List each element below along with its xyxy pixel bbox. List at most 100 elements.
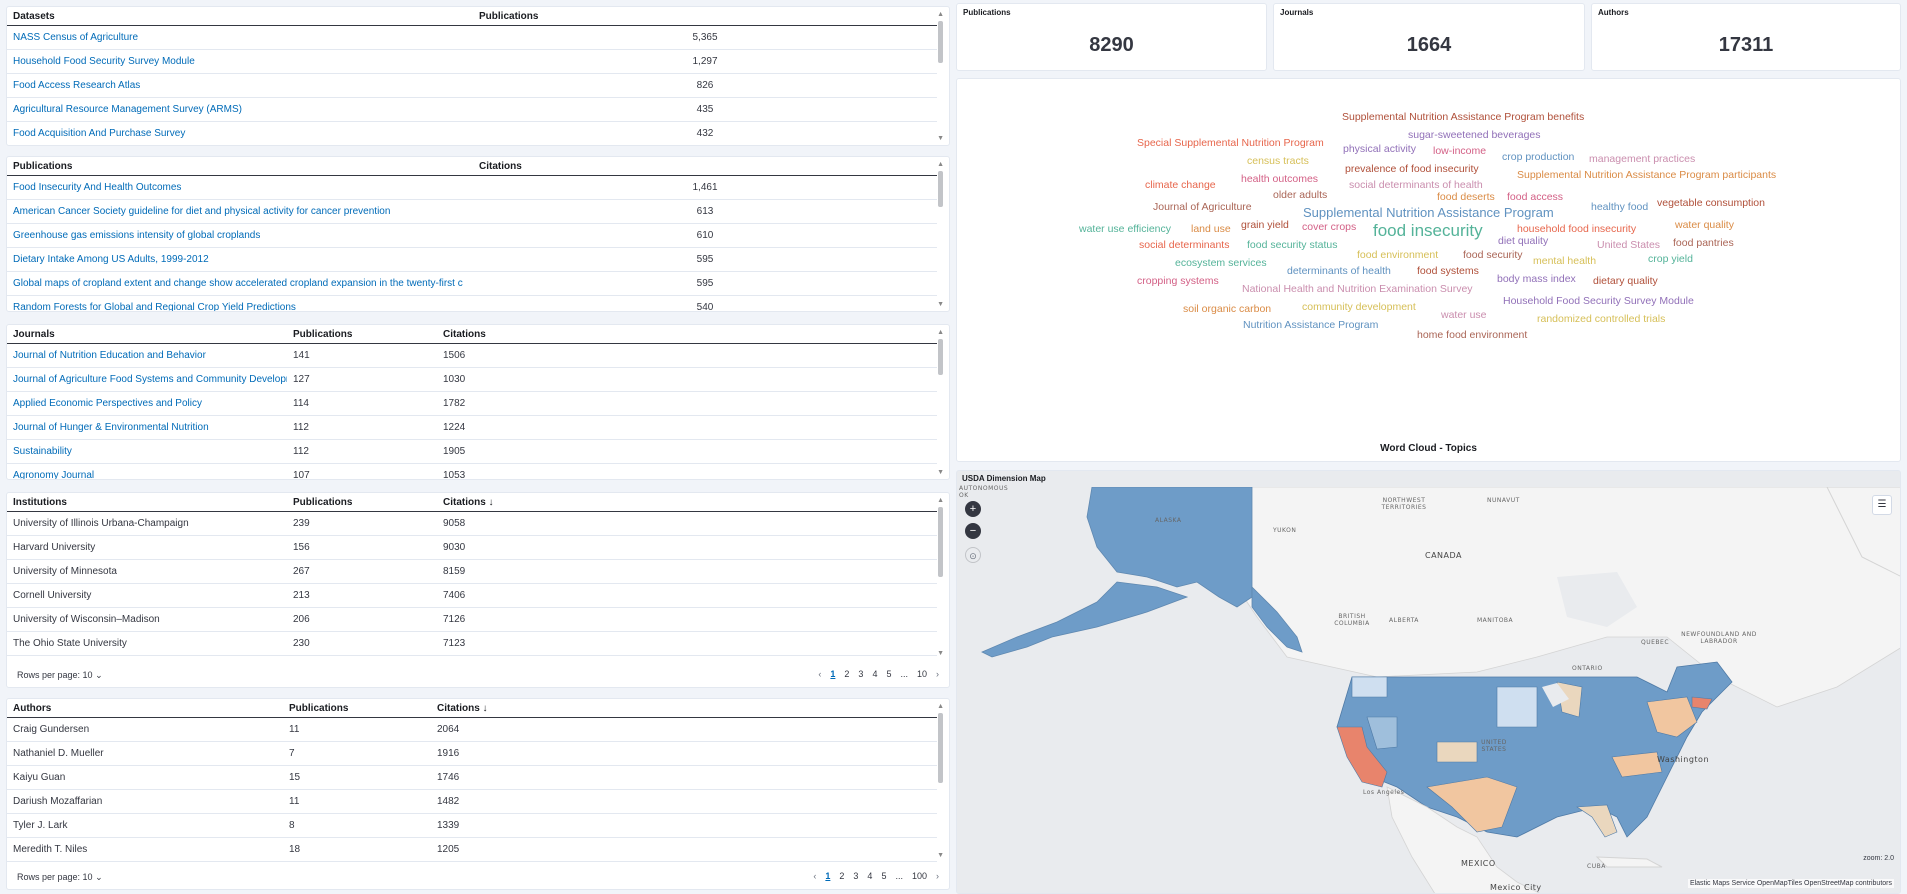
wordcloud-word[interactable]: crop production <box>1502 151 1575 163</box>
wordcloud-word[interactable]: Household Food Security Survey Module <box>1503 295 1694 307</box>
row-link[interactable]: American Cancer Society guideline for di… <box>7 199 473 224</box>
wordcloud-word[interactable]: management practices <box>1589 153 1696 165</box>
wordcloud-word[interactable]: water use <box>1441 309 1487 321</box>
scroll-down-arrow[interactable]: ▼ <box>937 650 944 657</box>
wordcloud-word[interactable]: Journal of Agriculture <box>1153 201 1252 213</box>
page-link[interactable]: 3 <box>853 871 859 881</box>
scroll-up-arrow[interactable]: ▲ <box>937 703 944 710</box>
wordcloud-word[interactable]: food deserts <box>1437 191 1495 203</box>
map-canvas[interactable] <box>957 487 1901 894</box>
row-link[interactable]: Agronomy Journal <box>7 463 287 479</box>
wordcloud-word[interactable]: ecosystem services <box>1175 257 1267 269</box>
page-link[interactable]: 4 <box>872 669 878 679</box>
wordcloud-word[interactable]: health outcomes <box>1241 173 1319 185</box>
layer-control-button[interactable]: ☰ <box>1872 495 1892 515</box>
col-header-journals[interactable]: Journals <box>7 325 287 344</box>
wordcloud-word[interactable]: food environment <box>1357 249 1439 261</box>
wordcloud-word[interactable]: dietary quality <box>1593 275 1658 287</box>
wordcloud-word[interactable]: soil organic carbon <box>1183 303 1272 315</box>
wordcloud-word[interactable]: cropping systems <box>1137 275 1219 287</box>
wordcloud-word[interactable]: United States <box>1597 239 1661 251</box>
wordcloud-word[interactable]: Special Supplemental Nutrition Program <box>1137 137 1324 149</box>
wordcloud-word[interactable]: sugar-sweetened beverages <box>1408 129 1541 141</box>
page-link[interactable]: 5 <box>886 669 892 679</box>
wordcloud-word[interactable]: water quality <box>1675 219 1734 231</box>
wordcloud-word[interactable]: prevalence of food insecurity <box>1345 163 1479 175</box>
col-header-publications[interactable]: Publications <box>473 7 937 26</box>
page-link[interactable]: 10 <box>916 669 927 679</box>
col-header-publications[interactable]: Publications <box>7 157 473 176</box>
page-link[interactable]: 3 <box>858 669 864 679</box>
row-link[interactable]: Journal of Agriculture Food Systems and … <box>7 367 287 392</box>
rows-per-page-button[interactable]: Rows per page: 10 ⌄ <box>17 872 103 883</box>
scroll-up-arrow[interactable]: ▲ <box>937 497 944 504</box>
wordcloud-word[interactable]: social determinants of health <box>1349 179 1483 191</box>
col-header-publications[interactable]: Publications <box>287 493 437 512</box>
row-link[interactable]: Random Forests for Global and Regional C… <box>7 295 473 311</box>
wordcloud-word[interactable]: Nutrition Assistance Program <box>1243 319 1379 331</box>
wordcloud-word[interactable]: census tracts <box>1247 155 1309 167</box>
row-link[interactable]: NASS Census of Agriculture <box>7 25 473 50</box>
wordcloud-word[interactable]: Supplemental Nutrition Assistance Progra… <box>1342 111 1585 123</box>
row-link[interactable]: Greenhouse gas emissions intensity of gl… <box>7 223 473 248</box>
scrollbar-thumb[interactable] <box>938 339 943 375</box>
wordcloud-word[interactable]: food systems <box>1417 265 1479 277</box>
page-link[interactable]: 2 <box>844 669 850 679</box>
wordcloud-word[interactable]: vegetable consumption <box>1657 197 1765 209</box>
row-link[interactable]: Food Access Research Atlas <box>7 73 473 98</box>
scroll-up-arrow[interactable]: ▲ <box>937 11 944 18</box>
row-link[interactable]: Food Acquisition And Purchase Survey <box>7 121 473 145</box>
row-link[interactable]: Sustainability <box>7 439 287 464</box>
wordcloud-word[interactable]: cover crops <box>1302 221 1357 233</box>
wordcloud-word[interactable]: food security <box>1463 249 1523 261</box>
wordcloud-word[interactable]: randomized controlled trials <box>1537 313 1666 325</box>
wordcloud-word[interactable]: household food insecurity <box>1517 223 1637 235</box>
rows-per-page-button[interactable]: Rows per page: 10 ⌄ <box>17 670 103 681</box>
wordcloud-word[interactable]: older adults <box>1273 189 1328 201</box>
row-link[interactable]: Applied Economic Perspectives and Policy <box>7 391 287 416</box>
zoom-out-button[interactable]: − <box>965 523 981 539</box>
scrollbar-thumb[interactable] <box>938 507 943 577</box>
page-link[interactable]: 4 <box>867 871 873 881</box>
scrollbar-thumb[interactable] <box>938 171 943 207</box>
prev-page-button[interactable]: ‹ <box>818 669 822 679</box>
row-link[interactable]: Agricultural Resource Management Survey … <box>7 97 473 122</box>
scroll-up-arrow[interactable]: ▲ <box>937 161 944 168</box>
row-link[interactable]: Journal of Hunger & Environmental Nutrit… <box>7 415 287 440</box>
scroll-down-arrow[interactable]: ▼ <box>937 135 944 142</box>
col-header-citations-sorted[interactable]: Citations ↓ <box>437 493 937 512</box>
wordcloud-word[interactable]: food access <box>1507 191 1564 203</box>
scroll-down-arrow[interactable]: ▼ <box>937 469 944 476</box>
page-link[interactable]: 5 <box>881 871 887 881</box>
locate-icon[interactable]: ⊙ <box>965 547 981 563</box>
wordcloud-word[interactable]: healthy food <box>1591 201 1649 213</box>
wordcloud-word[interactable]: grain yield <box>1241 219 1289 231</box>
wordcloud-word[interactable]: crop yield <box>1648 253 1693 265</box>
page-link[interactable]: 100 <box>911 871 927 881</box>
wordcloud-word[interactable]: community development <box>1302 301 1416 313</box>
next-page-button[interactable]: › <box>936 669 939 679</box>
prev-page-button[interactable]: ‹ <box>813 871 817 881</box>
col-header-citations[interactable]: Citations <box>473 157 937 176</box>
page-link[interactable]: 2 <box>839 871 845 881</box>
row-link[interactable]: Household Food Security Survey Module <box>7 49 473 74</box>
wordcloud-word[interactable]: physical activity <box>1343 143 1416 155</box>
row-link[interactable]: Dietary Intake Among US Adults, 1999-201… <box>7 247 473 272</box>
scrollbar-thumb[interactable] <box>938 21 943 63</box>
row-link[interactable]: Food Insecurity And Health Outcomes <box>7 175 473 200</box>
col-header-publications[interactable]: Publications <box>283 699 431 718</box>
map-attribution[interactable]: Elastic Maps Service OpenMapTiles OpenSt… <box>1687 879 1894 888</box>
wordcloud-word[interactable]: home food environment <box>1417 329 1528 341</box>
scroll-down-arrow[interactable]: ▼ <box>937 301 944 308</box>
wordcloud-word[interactable]: social determinants <box>1139 239 1230 251</box>
col-header-citations-sorted[interactable]: Citations ↓ <box>431 699 937 718</box>
row-link[interactable]: Journal of Nutrition Education and Behav… <box>7 343 287 368</box>
page-link[interactable]: 1 <box>830 669 836 679</box>
page-link[interactable]: 1 <box>825 871 831 881</box>
wordcloud-word[interactable]: Supplemental Nutrition Assistance Progra… <box>1517 169 1777 181</box>
wordcloud-word[interactable]: body mass index <box>1497 273 1576 285</box>
wordcloud-word[interactable]: National Health and Nutrition Examinatio… <box>1242 283 1473 295</box>
col-header-citations[interactable]: Citations <box>437 325 937 344</box>
wordcloud-word[interactable]: climate change <box>1145 179 1216 191</box>
wordcloud-word[interactable]: water use efficiency <box>1079 223 1172 235</box>
